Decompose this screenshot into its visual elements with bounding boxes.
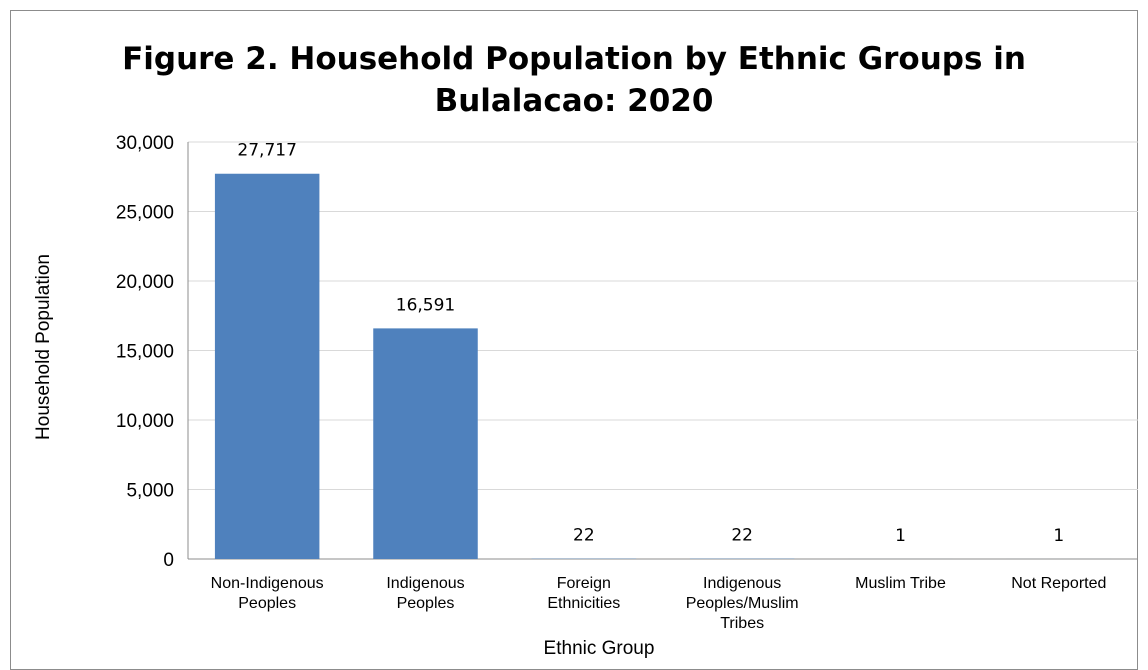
data-label: 22: [573, 526, 595, 546]
x-tick-label: Non-Indigenous: [211, 575, 324, 592]
bar: [215, 174, 320, 559]
data-label: 16,591: [396, 295, 455, 315]
y-tick-label: 25,000: [116, 203, 174, 224]
x-tick-label: Muslim Tribe: [855, 575, 946, 592]
data-label: 22: [731, 526, 753, 546]
x-tick-label: Peoples: [238, 595, 296, 612]
x-tick-label: Indigenous: [386, 575, 464, 592]
y-tick-label: 10,000: [116, 411, 174, 432]
data-label: 27,717: [237, 141, 296, 161]
x-tick-label: Peoples: [397, 595, 455, 612]
x-tick-label: Peoples/Muslim: [686, 595, 799, 612]
y-tick-label: 30,000: [116, 133, 174, 154]
bar: [373, 328, 478, 559]
y-tick-label: 0: [163, 550, 174, 571]
x-tick-label: Foreign: [557, 575, 611, 592]
x-tick-label: Ethnicities: [547, 595, 620, 612]
x-tick-label: Not Reported: [1011, 575, 1106, 592]
y-tick-label: 15,000: [116, 342, 174, 363]
x-tick-label: Tribes: [720, 615, 764, 632]
data-label: 1: [1053, 526, 1064, 546]
y-tick-label: 20,000: [116, 272, 174, 293]
data-label: 1: [895, 526, 906, 546]
y-tick-label: 5,000: [126, 481, 174, 502]
x-tick-label: Indigenous: [703, 575, 781, 592]
